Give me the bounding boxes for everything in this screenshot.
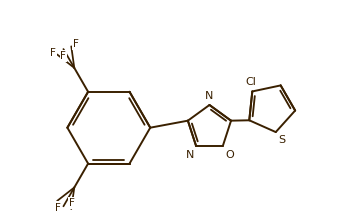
Text: F: F (60, 51, 66, 61)
Text: F: F (56, 202, 61, 212)
Text: O: O (226, 150, 235, 160)
Text: F: F (55, 203, 61, 213)
Text: F: F (73, 39, 79, 49)
Text: Cl: Cl (245, 77, 256, 87)
Text: F: F (50, 48, 56, 58)
Text: S: S (279, 135, 286, 145)
Text: N: N (205, 91, 214, 101)
Text: N: N (186, 150, 194, 160)
Text: F: F (69, 198, 75, 208)
